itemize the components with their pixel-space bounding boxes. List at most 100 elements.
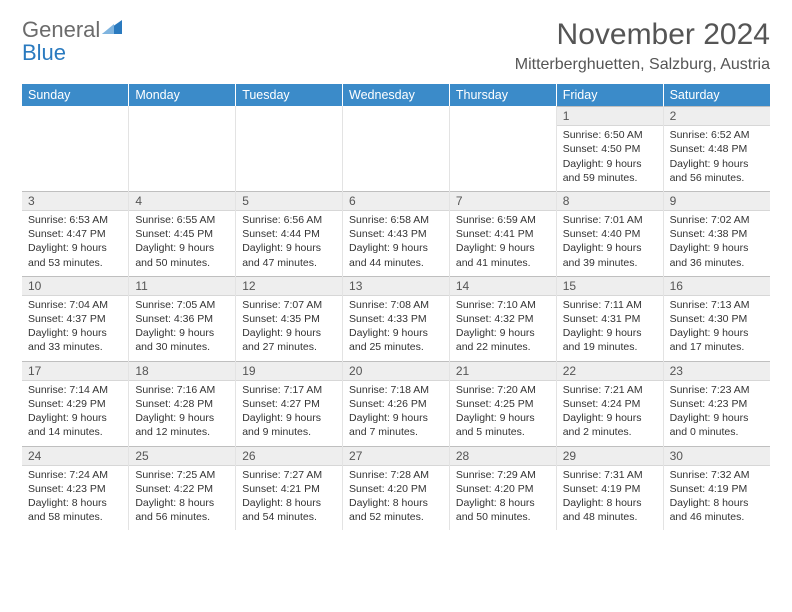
day-details: Sunrise: 7:08 AMSunset: 4:33 PMDaylight:…: [343, 296, 449, 361]
calendar-day-cell: 8Sunrise: 7:01 AMSunset: 4:40 PMDaylight…: [556, 191, 663, 276]
calendar-day-cell: 16Sunrise: 7:13 AMSunset: 4:30 PMDayligh…: [663, 276, 770, 361]
day-number: 29: [557, 446, 663, 466]
day-details: [236, 110, 342, 164]
calendar-day-cell: 29Sunrise: 7:31 AMSunset: 4:19 PMDayligh…: [556, 446, 663, 531]
calendar-day-cell: 19Sunrise: 7:17 AMSunset: 4:27 PMDayligh…: [236, 361, 343, 446]
day-details: Sunrise: 7:11 AMSunset: 4:31 PMDaylight:…: [557, 296, 663, 361]
day-details: [343, 110, 449, 164]
day-details: Sunrise: 7:27 AMSunset: 4:21 PMDaylight:…: [236, 466, 342, 531]
day-details: Sunrise: 7:04 AMSunset: 4:37 PMDaylight:…: [22, 296, 128, 361]
day-details: Sunrise: 7:28 AMSunset: 4:20 PMDaylight:…: [343, 466, 449, 531]
day-details: Sunrise: 7:05 AMSunset: 4:36 PMDaylight:…: [129, 296, 235, 361]
calendar-day-cell: 7Sunrise: 6:59 AMSunset: 4:41 PMDaylight…: [449, 191, 556, 276]
day-details: Sunrise: 7:25 AMSunset: 4:22 PMDaylight:…: [129, 466, 235, 531]
day-details: Sunrise: 6:55 AMSunset: 4:45 PMDaylight:…: [129, 211, 235, 276]
day-details: Sunrise: 7:29 AMSunset: 4:20 PMDaylight:…: [450, 466, 556, 531]
calendar-week-row: 10Sunrise: 7:04 AMSunset: 4:37 PMDayligh…: [22, 276, 770, 361]
calendar-week-row: 17Sunrise: 7:14 AMSunset: 4:29 PMDayligh…: [22, 361, 770, 446]
day-number: 11: [129, 276, 235, 296]
day-number: 16: [664, 276, 770, 296]
calendar-week-row: 24Sunrise: 7:24 AMSunset: 4:23 PMDayligh…: [22, 446, 770, 531]
calendar-day-cell: 30Sunrise: 7:32 AMSunset: 4:19 PMDayligh…: [663, 446, 770, 531]
day-number: 14: [450, 276, 556, 296]
calendar-day-cell: 4Sunrise: 6:55 AMSunset: 4:45 PMDaylight…: [129, 191, 236, 276]
day-number: 10: [22, 276, 128, 296]
day-number: 18: [129, 361, 235, 381]
day-details: Sunrise: 7:18 AMSunset: 4:26 PMDaylight:…: [343, 381, 449, 446]
day-number: 21: [450, 361, 556, 381]
day-number: 17: [22, 361, 128, 381]
day-number: 13: [343, 276, 449, 296]
day-details: Sunrise: 7:14 AMSunset: 4:29 PMDaylight:…: [22, 381, 128, 446]
calendar-day-cell: 23Sunrise: 7:23 AMSunset: 4:23 PMDayligh…: [663, 361, 770, 446]
calendar-day-cell: 9Sunrise: 7:02 AMSunset: 4:38 PMDaylight…: [663, 191, 770, 276]
day-details: Sunrise: 7:17 AMSunset: 4:27 PMDaylight:…: [236, 381, 342, 446]
calendar-day-cell: 28Sunrise: 7:29 AMSunset: 4:20 PMDayligh…: [449, 446, 556, 531]
calendar-day-cell: 1Sunrise: 6:50 AMSunset: 4:50 PMDaylight…: [556, 106, 663, 191]
calendar-day-cell: 3Sunrise: 6:53 AMSunset: 4:47 PMDaylight…: [22, 191, 129, 276]
day-details: Sunrise: 6:50 AMSunset: 4:50 PMDaylight:…: [557, 126, 663, 191]
logo-text: General Blue: [22, 18, 100, 64]
day-number: 26: [236, 446, 342, 466]
day-number: 12: [236, 276, 342, 296]
logo-text-bottom: Blue: [22, 40, 66, 65]
calendar-day-cell: [449, 106, 556, 191]
calendar-day-cell: 6Sunrise: 6:58 AMSunset: 4:43 PMDaylight…: [343, 191, 450, 276]
weekday-header: Tuesday: [236, 84, 343, 106]
day-details: Sunrise: 6:58 AMSunset: 4:43 PMDaylight:…: [343, 211, 449, 276]
day-details: Sunrise: 7:01 AMSunset: 4:40 PMDaylight:…: [557, 211, 663, 276]
day-details: Sunrise: 6:56 AMSunset: 4:44 PMDaylight:…: [236, 211, 342, 276]
calendar-day-cell: 10Sunrise: 7:04 AMSunset: 4:37 PMDayligh…: [22, 276, 129, 361]
day-number: 28: [450, 446, 556, 466]
calendar-day-cell: 5Sunrise: 6:56 AMSunset: 4:44 PMDaylight…: [236, 191, 343, 276]
logo: General Blue: [22, 18, 122, 64]
day-details: Sunrise: 6:53 AMSunset: 4:47 PMDaylight:…: [22, 211, 128, 276]
day-details: Sunrise: 7:07 AMSunset: 4:35 PMDaylight:…: [236, 296, 342, 361]
day-details: Sunrise: 7:21 AMSunset: 4:24 PMDaylight:…: [557, 381, 663, 446]
triangle-icon: [102, 18, 122, 38]
calendar-day-cell: 22Sunrise: 7:21 AMSunset: 4:24 PMDayligh…: [556, 361, 663, 446]
logo-text-top: General: [22, 17, 100, 42]
calendar-day-cell: 18Sunrise: 7:16 AMSunset: 4:28 PMDayligh…: [129, 361, 236, 446]
day-details: Sunrise: 7:23 AMSunset: 4:23 PMDaylight:…: [664, 381, 770, 446]
day-details: Sunrise: 7:31 AMSunset: 4:19 PMDaylight:…: [557, 466, 663, 531]
day-details: Sunrise: 7:02 AMSunset: 4:38 PMDaylight:…: [664, 211, 770, 276]
calendar-day-cell: 26Sunrise: 7:27 AMSunset: 4:21 PMDayligh…: [236, 446, 343, 531]
day-number: 27: [343, 446, 449, 466]
day-details: [450, 110, 556, 164]
day-details: [22, 110, 128, 164]
day-details: Sunrise: 7:24 AMSunset: 4:23 PMDaylight:…: [22, 466, 128, 531]
weekday-header: Friday: [556, 84, 663, 106]
calendar-day-cell: 14Sunrise: 7:10 AMSunset: 4:32 PMDayligh…: [449, 276, 556, 361]
weekday-header: Thursday: [449, 84, 556, 106]
day-number: 20: [343, 361, 449, 381]
day-details: Sunrise: 6:52 AMSunset: 4:48 PMDaylight:…: [664, 126, 770, 191]
day-number: 7: [450, 191, 556, 211]
day-number: 19: [236, 361, 342, 381]
day-number: 22: [557, 361, 663, 381]
day-number: 4: [129, 191, 235, 211]
day-number: 25: [129, 446, 235, 466]
calendar-day-cell: 21Sunrise: 7:20 AMSunset: 4:25 PMDayligh…: [449, 361, 556, 446]
day-details: Sunrise: 7:13 AMSunset: 4:30 PMDaylight:…: [664, 296, 770, 361]
calendar-week-row: 1Sunrise: 6:50 AMSunset: 4:50 PMDaylight…: [22, 106, 770, 191]
day-number: 8: [557, 191, 663, 211]
day-number: 5: [236, 191, 342, 211]
calendar-day-cell: 25Sunrise: 7:25 AMSunset: 4:22 PMDayligh…: [129, 446, 236, 531]
calendar-day-cell: 2Sunrise: 6:52 AMSunset: 4:48 PMDaylight…: [663, 106, 770, 191]
day-number: 30: [664, 446, 770, 466]
calendar-day-cell: [129, 106, 236, 191]
calendar-day-cell: [22, 106, 129, 191]
day-number: 9: [664, 191, 770, 211]
weekday-header: Saturday: [663, 84, 770, 106]
location-subtitle: Mitterberghuetten, Salzburg, Austria: [515, 56, 770, 74]
calendar-day-cell: [343, 106, 450, 191]
calendar-day-cell: 11Sunrise: 7:05 AMSunset: 4:36 PMDayligh…: [129, 276, 236, 361]
day-number: 1: [557, 106, 663, 126]
day-number: 6: [343, 191, 449, 211]
day-details: Sunrise: 6:59 AMSunset: 4:41 PMDaylight:…: [450, 211, 556, 276]
weekday-header: Sunday: [22, 84, 129, 106]
day-number: 2: [664, 106, 770, 126]
title-block: November 2024 Mitterberghuetten, Salzbur…: [515, 18, 770, 74]
calendar-day-cell: 13Sunrise: 7:08 AMSunset: 4:33 PMDayligh…: [343, 276, 450, 361]
